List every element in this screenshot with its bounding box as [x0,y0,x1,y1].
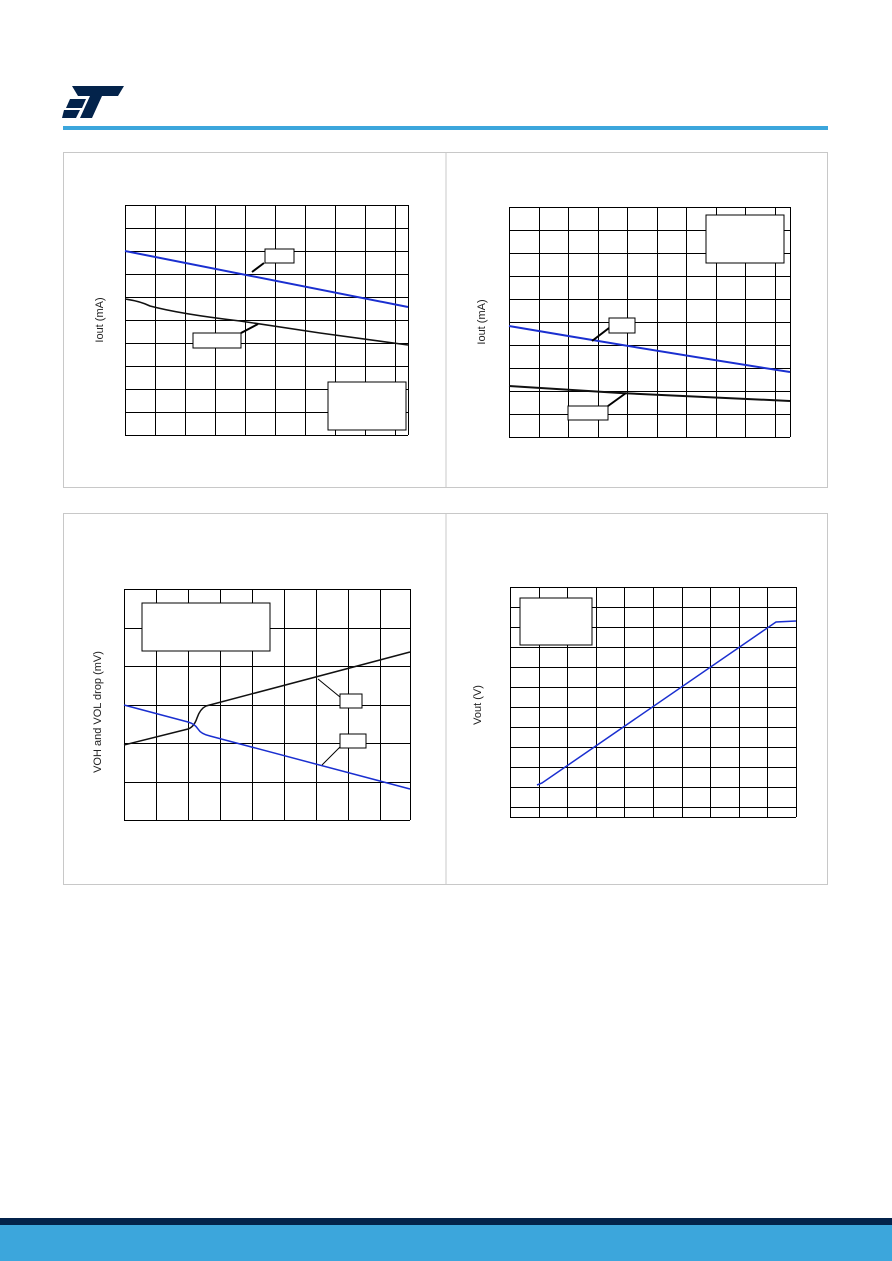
curve [123,651,411,746]
y-axis-label: Iout (mA) [94,297,106,342]
legend-box [327,381,407,431]
y-axis-label: Iout (mA) [476,299,488,344]
pointer [251,262,265,273]
curve [536,620,797,786]
footer-band [0,1218,892,1225]
grids [124,205,797,821]
legend-box [141,602,271,652]
y-axis-label: Vout (V) [472,685,484,725]
legend-box [519,597,593,646]
y-axis-label: VOH and VOL drop (mV) [92,651,104,773]
label-box [339,733,367,749]
pointer [240,323,259,334]
label-box [264,248,295,264]
label-box [567,405,609,421]
curve [124,298,409,346]
curve [508,325,791,373]
pointer [591,327,610,342]
curve [508,385,791,402]
st-logo [62,86,124,118]
footer-band [0,1225,892,1261]
header-rule [63,126,828,130]
legend-box [705,214,785,264]
pointer [317,678,341,698]
label-box [339,693,363,709]
curve [124,250,409,308]
label-box [192,332,242,349]
label-box [608,317,636,334]
pointer [321,746,341,766]
curve [123,704,411,790]
pointer [607,392,627,407]
